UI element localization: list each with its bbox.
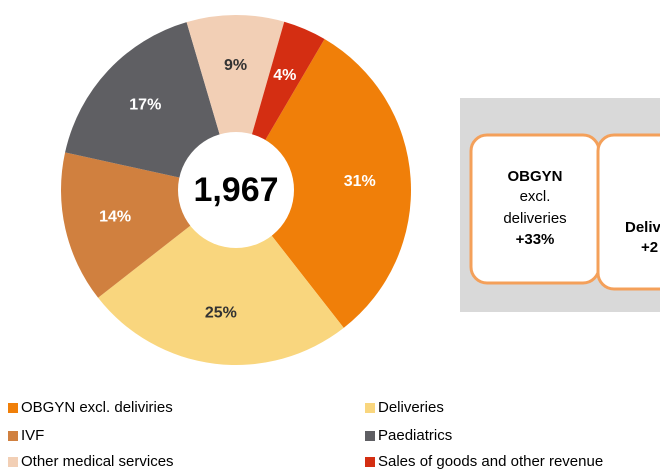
- legend-label: OBGYN excl. deliviries: [21, 399, 173, 416]
- legend-label: Deliveries: [378, 399, 444, 416]
- box-text: +2: [641, 239, 658, 256]
- box-text: deliveries: [503, 210, 566, 227]
- slice-label: 9%: [224, 57, 247, 74]
- box-text: Deliv: [625, 219, 660, 236]
- legend-label: Sales of goods and other revenue: [378, 453, 603, 470]
- panel-box: [596, 133, 660, 291]
- legend-label: Paediatrics: [378, 427, 452, 444]
- box-text: +33%: [516, 231, 555, 248]
- legend-swatch: [8, 403, 18, 413]
- center-label: 1,967: [193, 171, 278, 209]
- legend-label: IVF: [21, 427, 44, 444]
- legend-swatch: [8, 431, 18, 441]
- legend-swatch: [365, 457, 375, 467]
- pie-slice: [65, 22, 236, 190]
- pie-slice: [98, 190, 344, 366]
- slice-label: 17%: [129, 97, 161, 114]
- legend-swatch: [365, 403, 375, 413]
- pie-slice: [186, 15, 285, 191]
- box-text: OBGYN: [507, 168, 562, 185]
- legend-label: Other medical services: [21, 453, 174, 470]
- slice-label: 31%: [344, 173, 376, 190]
- slice-label: 25%: [205, 304, 237, 321]
- donut-hole: [178, 132, 294, 248]
- box-text: excl.: [520, 188, 551, 205]
- legend-swatch: [365, 431, 375, 441]
- pie-slice: [236, 39, 411, 328]
- slice-label: 14%: [99, 209, 131, 226]
- slice-label: 4%: [273, 67, 296, 84]
- legend-swatch: [8, 457, 18, 467]
